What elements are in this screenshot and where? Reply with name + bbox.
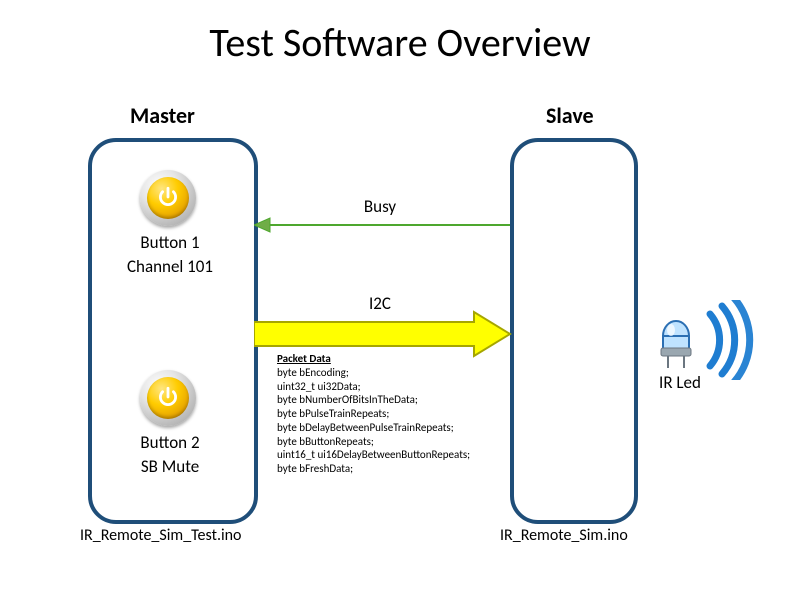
button2-sub: SB Mute [100, 456, 240, 477]
packet-line: byte bDelayBetweenPulseTrainRepeats; [277, 421, 470, 435]
busy-label: Busy [340, 196, 420, 217]
button1-sub: Channel 101 [100, 256, 240, 277]
button1-label: Button 1 [100, 232, 240, 253]
busy-arrow-icon [254, 215, 510, 235]
ir-led-label: IR Led [650, 372, 710, 393]
i2c-label: I2C [350, 293, 410, 314]
power-glyph-icon [155, 385, 181, 411]
page-title: Test Software Overview [0, 18, 800, 67]
slave-box [510, 138, 638, 524]
slave-file-label: IR_Remote_Sim.ino [500, 526, 628, 545]
packet-line: byte bNumberOfBitsInTheData; [277, 393, 470, 407]
packet-line: byte bButtonRepeats; [277, 435, 470, 449]
power-button-1-icon [140, 170, 196, 226]
packet-line: byte bPulseTrainRepeats; [277, 407, 470, 421]
packet-line: uint16_t ui16DelayBetweenButtonRepeats; [277, 448, 470, 462]
i2c-arrow-icon [254, 310, 512, 358]
button2-label: Button 2 [100, 432, 240, 453]
packet-line: byte bFreshData; [277, 462, 470, 476]
packet-heading: Packet Data [277, 352, 470, 366]
power-button-2-icon [140, 370, 196, 426]
diagram-canvas: Test Software Overview Master Slave Butt… [0, 0, 800, 600]
slave-heading: Slave [546, 102, 594, 129]
master-heading: Master [130, 102, 195, 129]
power-glyph-icon [155, 185, 181, 211]
packet-data-block: Packet Data byte bEncoding; uint32_t ui3… [277, 352, 470, 476]
master-file-label: IR_Remote_Sim_Test.ino [80, 526, 242, 545]
packet-line: uint32_t ui32Data; [277, 380, 470, 394]
packet-line: byte bEncoding; [277, 366, 470, 380]
